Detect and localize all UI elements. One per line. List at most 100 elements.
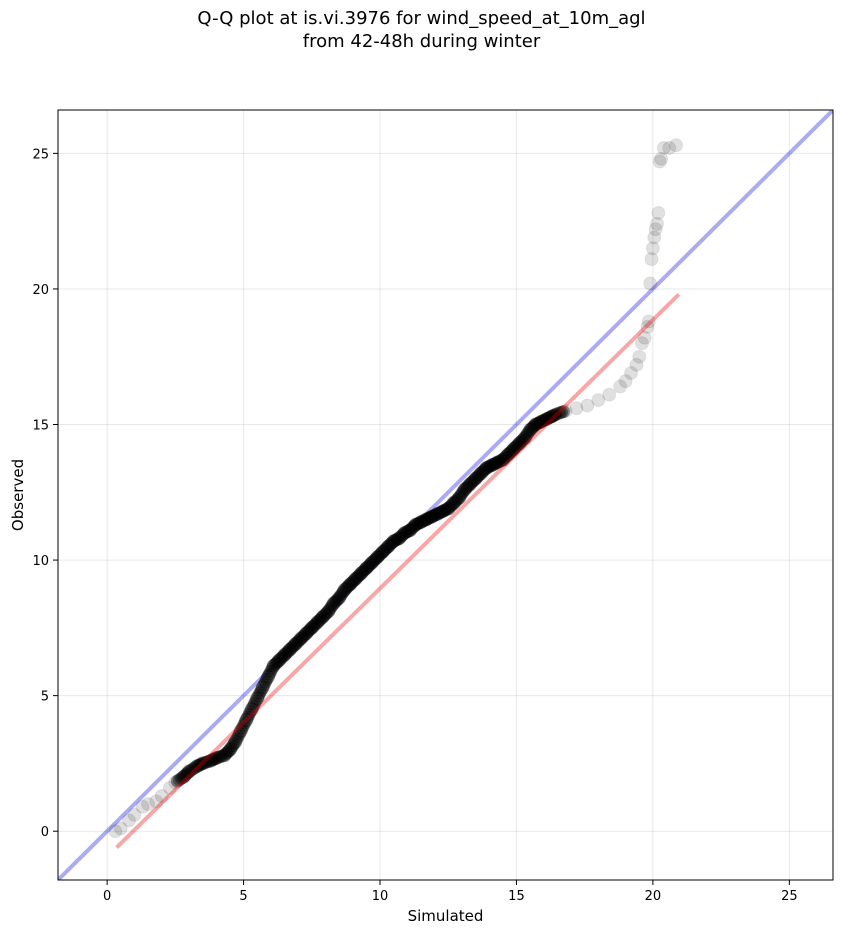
data-point (411, 516, 425, 530)
data-point (284, 641, 298, 655)
data-point (541, 411, 555, 425)
data-point (310, 615, 325, 630)
data-point (558, 403, 573, 418)
data-point (383, 538, 397, 552)
data-point (272, 653, 287, 668)
data-point (402, 524, 416, 538)
data-point (329, 594, 343, 608)
data-point (303, 622, 317, 636)
data-point (429, 508, 443, 522)
data-point (531, 416, 545, 430)
data-point (271, 655, 285, 669)
data-point (203, 753, 218, 768)
y-tick-label: 15 (32, 419, 49, 434)
data-point (397, 525, 412, 540)
data-point (250, 691, 265, 706)
data-point (346, 575, 360, 589)
data-point (613, 379, 628, 394)
data-point (550, 406, 565, 421)
data-point (505, 443, 519, 457)
data-point (244, 702, 259, 717)
data-point (181, 766, 195, 780)
data-point (220, 746, 234, 760)
data-point (528, 417, 543, 432)
data-point (455, 487, 469, 501)
data-point (432, 506, 446, 520)
data-point (509, 439, 523, 453)
data-point (468, 471, 483, 486)
data-point (381, 539, 396, 554)
data-point (195, 756, 210, 771)
data-point (651, 206, 666, 221)
data-point (277, 647, 292, 662)
data-point (342, 577, 357, 592)
data-point (363, 557, 377, 571)
data-point (222, 744, 236, 758)
data-point (264, 664, 278, 678)
data-point (508, 441, 522, 455)
data-point (463, 477, 478, 492)
data-point (591, 393, 606, 408)
data-point (113, 821, 128, 836)
data-point (239, 713, 254, 728)
data-point (243, 705, 257, 719)
data-point (331, 592, 345, 606)
data-point (374, 546, 388, 560)
data-point (222, 742, 237, 757)
data-point (299, 626, 314, 641)
data-point (451, 492, 465, 506)
data-point (176, 769, 191, 784)
data-point (419, 512, 434, 527)
data-point (470, 470, 484, 484)
data-point (168, 775, 183, 790)
data-point (433, 506, 447, 520)
data-point (669, 138, 684, 153)
data-point (247, 697, 261, 711)
data-point (308, 618, 322, 632)
data-point (357, 564, 371, 578)
data-point (228, 734, 243, 749)
data-point (266, 658, 281, 673)
data-point (386, 534, 401, 549)
data-point (288, 637, 303, 652)
data-point (342, 579, 356, 593)
data-point (295, 630, 309, 644)
data-point (194, 757, 208, 771)
data-point (462, 479, 476, 493)
data-point (569, 401, 584, 416)
y-tick-label: 10 (32, 554, 49, 569)
data-point (366, 554, 380, 568)
data-point (403, 523, 418, 538)
data-point (641, 314, 656, 329)
data-point (205, 753, 219, 767)
data-point (517, 431, 532, 446)
data-point (336, 585, 350, 599)
data-point (548, 408, 562, 422)
data-point (388, 533, 402, 547)
data-point (353, 566, 368, 581)
data-point (235, 721, 249, 735)
data-point (198, 756, 212, 770)
data-point (226, 739, 240, 753)
data-point (344, 576, 358, 590)
data-point (408, 517, 423, 532)
data-point (207, 752, 221, 766)
data-point (504, 445, 518, 459)
data-point (399, 525, 413, 539)
data-point (494, 453, 508, 467)
data-point (302, 624, 316, 638)
plot-frame (57, 109, 834, 881)
data-point (233, 723, 248, 738)
data-point (652, 154, 667, 169)
data-point (141, 797, 156, 812)
data-point (200, 755, 214, 769)
data-point (380, 541, 394, 555)
data-point (395, 529, 409, 543)
data-point (400, 525, 414, 539)
data-point (645, 241, 660, 256)
data-point (456, 485, 470, 499)
y-tick-label: 5 (41, 690, 49, 705)
data-point (219, 747, 233, 761)
data-point (293, 631, 308, 646)
